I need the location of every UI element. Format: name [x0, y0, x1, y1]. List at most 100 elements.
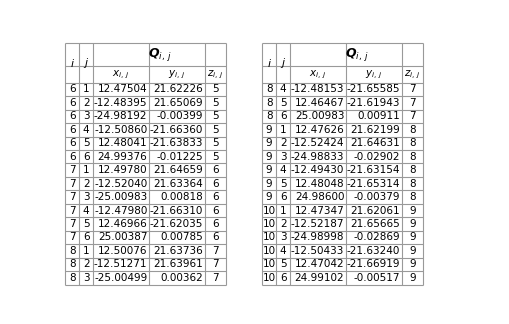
Text: 12.48048: 12.48048	[294, 179, 344, 189]
Text: 8: 8	[265, 111, 272, 122]
Text: 9: 9	[265, 138, 272, 148]
Text: -0.01225: -0.01225	[156, 152, 203, 162]
Text: -12.51271: -12.51271	[94, 259, 147, 269]
Text: 8: 8	[408, 192, 415, 202]
Text: 12.49780: 12.49780	[98, 165, 147, 175]
Text: 3: 3	[279, 232, 286, 242]
Text: 1: 1	[83, 246, 90, 256]
Text: 9: 9	[265, 152, 272, 162]
Text: -21.63833: -21.63833	[150, 138, 203, 148]
Text: 25.00983: 25.00983	[294, 111, 344, 122]
Text: 1: 1	[83, 165, 90, 175]
Text: 6: 6	[83, 232, 90, 242]
Text: $\boldsymbol{Q}_{i,\,j}$: $\boldsymbol{Q}_{i,\,j}$	[344, 46, 367, 63]
Text: 21.62226: 21.62226	[153, 85, 203, 95]
Text: 5: 5	[212, 98, 218, 108]
Text: 6: 6	[279, 273, 286, 283]
Text: -0.02902: -0.02902	[353, 152, 400, 162]
Text: 4: 4	[279, 246, 286, 256]
Text: 8: 8	[408, 125, 415, 135]
Text: -21.62035: -21.62035	[150, 219, 203, 229]
Text: -21.66360: -21.66360	[150, 125, 203, 135]
Text: 6: 6	[279, 111, 286, 122]
Text: 21.64631: 21.64631	[350, 138, 400, 148]
Text: 21.63961: 21.63961	[153, 259, 203, 269]
Text: 6: 6	[69, 138, 75, 148]
Text: -12.47980: -12.47980	[94, 205, 147, 215]
Text: 8: 8	[408, 179, 415, 189]
Text: -0.00379: -0.00379	[353, 192, 400, 202]
Text: 5: 5	[212, 125, 218, 135]
Text: -12.52040: -12.52040	[94, 179, 147, 189]
Text: 2: 2	[279, 219, 286, 229]
Text: $\boldsymbol{Q}_{i,\,j}$: $\boldsymbol{Q}_{i,\,j}$	[148, 46, 171, 63]
Text: 6: 6	[212, 205, 218, 215]
Text: -21.66919: -21.66919	[346, 259, 400, 269]
Text: 12.48041: 12.48041	[98, 138, 147, 148]
Text: 9: 9	[408, 246, 415, 256]
Text: $z_{i,\,j}$: $z_{i,\,j}$	[207, 68, 223, 80]
Text: 12.46467: 12.46467	[294, 98, 344, 108]
Text: -21.63240: -21.63240	[346, 246, 400, 256]
Text: 9: 9	[408, 273, 415, 283]
Text: 7: 7	[69, 192, 75, 202]
Text: 6: 6	[69, 125, 75, 135]
Text: 8: 8	[265, 85, 272, 95]
Text: 4: 4	[279, 85, 286, 95]
Text: 7: 7	[69, 219, 75, 229]
Text: 12.47504: 12.47504	[98, 85, 147, 95]
Text: 0.00818: 0.00818	[160, 192, 203, 202]
Text: -24.98998: -24.98998	[290, 232, 344, 242]
Text: 9: 9	[408, 232, 415, 242]
Text: 1: 1	[279, 205, 286, 215]
Text: 12.47626: 12.47626	[294, 125, 344, 135]
Text: -21.63154: -21.63154	[346, 165, 400, 175]
Text: 3: 3	[83, 111, 90, 122]
Text: 8: 8	[408, 165, 415, 175]
Text: 5: 5	[279, 259, 286, 269]
Text: $i$: $i$	[70, 57, 75, 69]
Text: 21.65665: 21.65665	[350, 219, 400, 229]
Text: 8: 8	[69, 246, 75, 256]
Text: -12.52187: -12.52187	[290, 219, 344, 229]
Text: -21.65585: -21.65585	[346, 85, 400, 95]
Text: 7: 7	[69, 179, 75, 189]
Text: -12.50860: -12.50860	[94, 125, 147, 135]
Text: -0.00517: -0.00517	[353, 273, 400, 283]
Text: 21.62061: 21.62061	[350, 205, 400, 215]
Text: 5: 5	[83, 138, 90, 148]
Text: 21.63364: 21.63364	[153, 179, 203, 189]
Text: 7: 7	[408, 111, 415, 122]
Text: $z_{i,\,j}$: $z_{i,\,j}$	[404, 68, 420, 80]
Text: 10: 10	[262, 232, 275, 242]
Text: 5: 5	[212, 152, 218, 162]
Text: 10: 10	[262, 259, 275, 269]
Text: -25.00983: -25.00983	[94, 192, 147, 202]
Text: 4: 4	[83, 205, 90, 215]
Text: 5: 5	[212, 111, 218, 122]
Text: -24.98192: -24.98192	[94, 111, 147, 122]
Text: $j$: $j$	[83, 56, 89, 70]
Text: 7: 7	[69, 232, 75, 242]
Text: $x_{i,\,j}$: $x_{i,\,j}$	[112, 68, 129, 80]
Text: -21.61943: -21.61943	[346, 98, 400, 108]
Text: $y_{i,\,j}$: $y_{i,\,j}$	[168, 68, 185, 80]
Text: 5: 5	[279, 179, 286, 189]
Text: 2: 2	[83, 179, 90, 189]
Text: 5: 5	[83, 219, 90, 229]
Text: 6: 6	[212, 179, 218, 189]
Text: -12.50433: -12.50433	[290, 246, 344, 256]
Text: -0.02869: -0.02869	[353, 232, 400, 242]
Text: 12.50076: 12.50076	[98, 246, 147, 256]
Text: 21.65069: 21.65069	[153, 98, 203, 108]
Text: -12.48153: -12.48153	[290, 85, 344, 95]
Text: 8: 8	[408, 138, 415, 148]
Text: 0.00785: 0.00785	[160, 232, 203, 242]
Text: 9: 9	[408, 259, 415, 269]
Text: 2: 2	[279, 138, 286, 148]
Text: 6: 6	[69, 111, 75, 122]
Text: 21.62199: 21.62199	[350, 125, 400, 135]
Text: 1: 1	[279, 125, 286, 135]
Text: 9: 9	[265, 165, 272, 175]
Text: 3: 3	[279, 152, 286, 162]
